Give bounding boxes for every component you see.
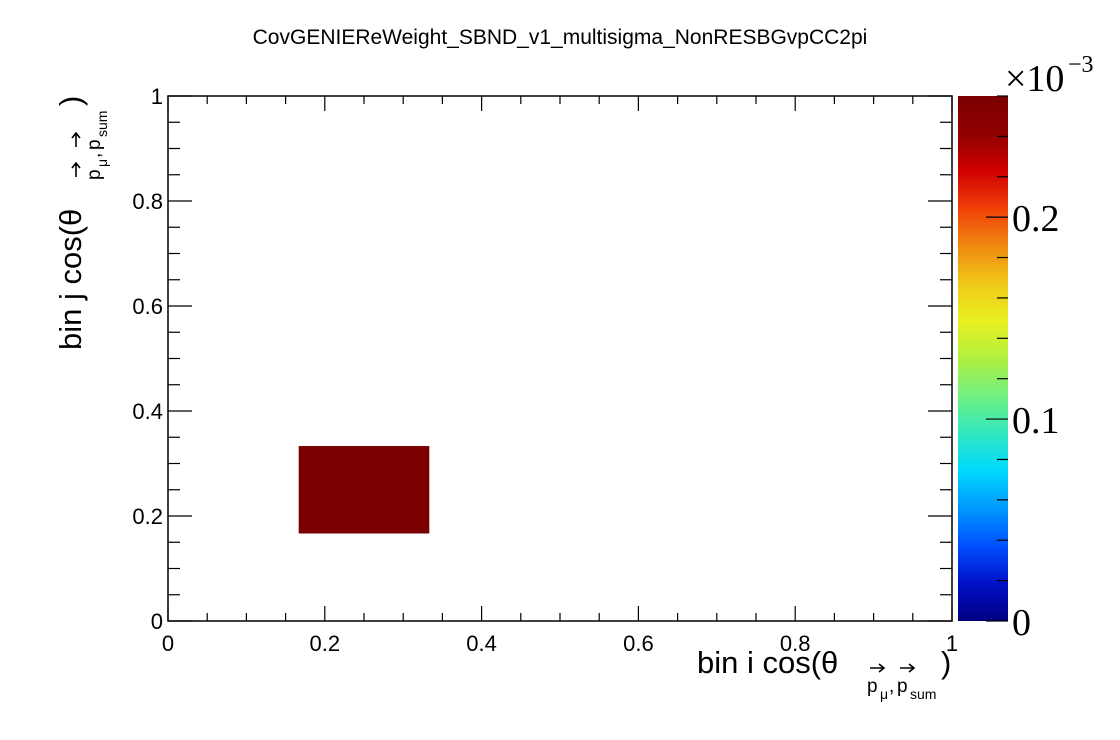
color-scale-tick-label: 0.2	[1012, 198, 1060, 240]
x-tick-label: 0.2	[310, 631, 341, 656]
x-axis-label: bin i cos(θ p μ , p sum )	[697, 645, 951, 702]
color-scale-multiplier: ×10	[1005, 58, 1064, 100]
y-axis-label-sub1: p	[84, 169, 105, 180]
x-axis-label-vector-arrow-1	[870, 663, 886, 673]
x-tick-label: 0.8	[780, 631, 811, 656]
color-scale-exponent: −3	[1068, 52, 1094, 78]
y-axis-label-sub2-sub: sum	[94, 111, 110, 137]
x-axis-label-prefix: bin i cos(θ	[697, 645, 838, 680]
chart-title: CovGENIEReWeight_SBND_v1_multisigma_NonR…	[253, 26, 868, 49]
y-tick-label: 0.8	[132, 189, 163, 214]
y-axis-label-prefix: bin j cos(θ	[53, 209, 88, 350]
x-tick-label: 1	[946, 631, 958, 656]
y-axis-label-sub2: p	[84, 139, 105, 150]
y-axis-label-comma: ,	[84, 153, 105, 158]
y-tick-label: 0.6	[132, 294, 163, 319]
y-axis-label-sub1-sub: μ	[94, 159, 110, 167]
x-axis-label-sub1-sub: μ	[880, 686, 888, 702]
x-tick-label: 0.6	[623, 631, 654, 656]
x-tick-label: 0	[162, 631, 174, 656]
plot-frame	[167, 95, 953, 622]
x-axis-label-vector-arrow-2	[900, 663, 916, 673]
x-axis-label-suffix: )	[941, 645, 951, 680]
x-axis-label-sub2: p	[897, 676, 908, 697]
y-tick-label: 1	[151, 84, 163, 109]
svg-text:bin i cos(θ: bin i cos(θ	[697, 645, 838, 680]
y-axis-label-vector-arrow-2	[71, 131, 81, 147]
x-axis-label-sub1: p	[867, 676, 878, 697]
plot-area: 0 0.2 0.4 0.6 0.8 1 0 0.2 0.4 0.6 0.8 1	[132, 84, 958, 656]
heatmap-cell	[298, 446, 430, 534]
y-tick-label: 0.2	[132, 504, 163, 529]
color-scale-tick-label: 0	[1012, 602, 1031, 644]
svg-text:×10: ×10	[1005, 58, 1064, 100]
x-axis-label-sub2-sub: sum	[910, 686, 936, 702]
color-scale: 0 0.1 0.2 ×10 −3	[958, 52, 1094, 644]
y-tick-label: 0	[151, 609, 163, 634]
color-scale-bar	[958, 96, 1008, 621]
x-axis-label-comma: ,	[889, 676, 894, 697]
y-axis-label-vector-arrow-1	[71, 161, 81, 177]
color-scale-tick-label: 0.1	[1012, 400, 1060, 442]
x-tick-label: 0.4	[466, 631, 497, 656]
y-axis-label: bin j cos(θ p μ , p sum )	[53, 96, 110, 350]
y-tick-label: 0.4	[132, 399, 163, 424]
y-axis-label-suffix: )	[53, 96, 88, 106]
